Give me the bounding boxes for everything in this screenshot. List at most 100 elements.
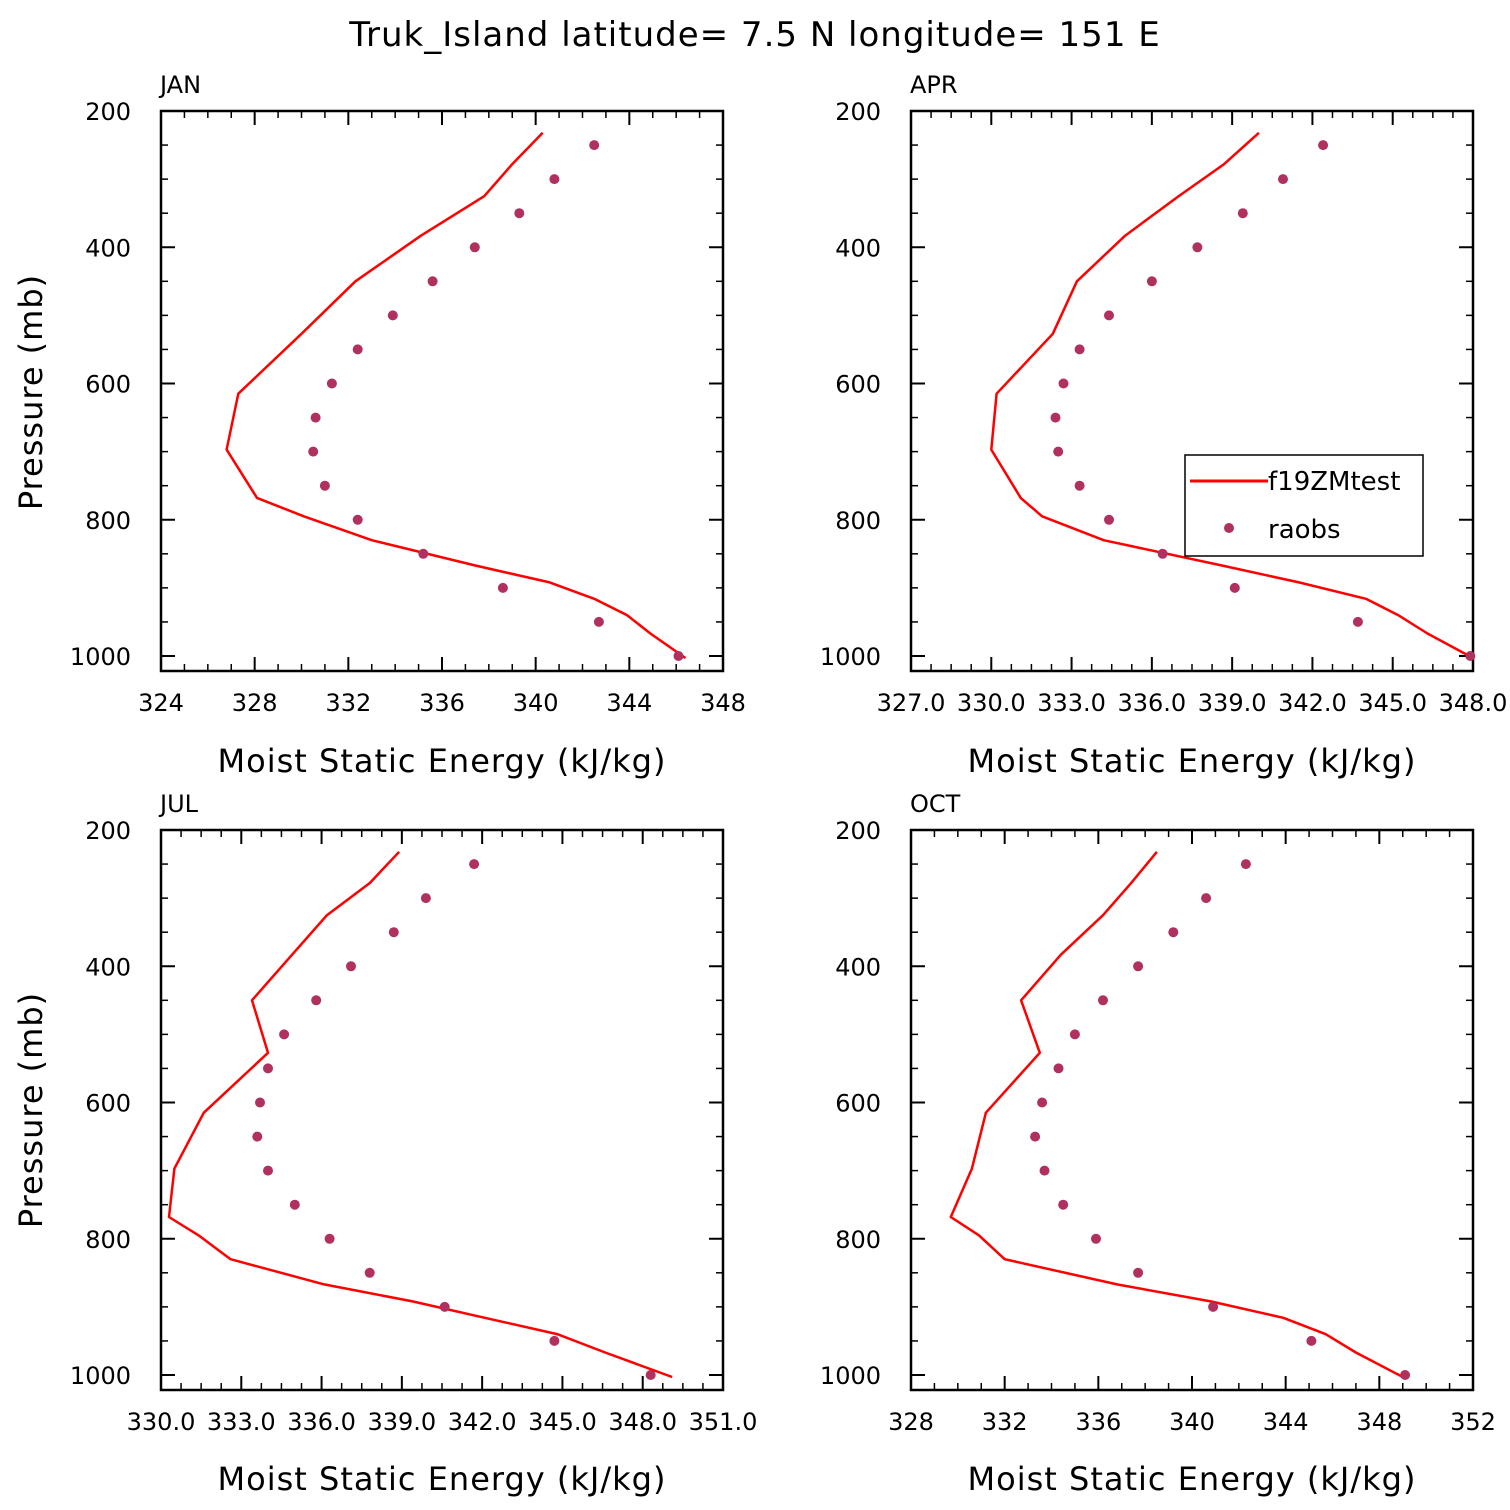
obs-point	[1091, 1233, 1101, 1244]
x-tick-label: 327.0	[877, 689, 946, 717]
x-tick-label: 330.0	[957, 689, 1026, 717]
obs-point	[352, 514, 363, 525]
x-tick-label: 340	[513, 689, 559, 717]
x-tick-label: 348.0	[608, 1408, 677, 1436]
x-tick-label: 328	[232, 689, 278, 717]
obs-point	[469, 242, 480, 253]
panel-jan: JAN Moist Static Energy (kJ/kg) Pressure…	[12, 71, 746, 780]
obs-point	[308, 446, 319, 457]
obs-point	[1352, 616, 1363, 627]
x-tick-label: 336.0	[287, 1408, 356, 1436]
x-tick-label: 333.0	[1037, 689, 1106, 717]
y-tick-label: 800	[835, 507, 881, 535]
y-tick-label: 1000	[820, 1362, 881, 1390]
obs-point	[346, 961, 356, 972]
x-tick-label: 339.0	[1198, 689, 1267, 717]
obs-point	[469, 859, 480, 870]
obs-point	[279, 1029, 290, 1040]
y-tick-label: 800	[85, 1226, 131, 1254]
x-tick-label: 333.0	[207, 1408, 276, 1436]
y-tick-label: 600	[85, 371, 131, 399]
obs-point	[1157, 548, 1168, 559]
x-tick-label: 332	[982, 1408, 1028, 1436]
legend-model-label: f19ZMtest	[1268, 467, 1400, 497]
x-tick-label: 336.0	[1117, 689, 1186, 717]
x-tick-label: 344	[1263, 1408, 1309, 1436]
obs-point	[1053, 446, 1064, 457]
x-tick-label: 328	[888, 1408, 934, 1436]
y-tick-label: 400	[85, 234, 131, 262]
x-tick-label: 332	[325, 689, 371, 717]
obs-point	[439, 1301, 450, 1312]
obs-point	[263, 1063, 273, 1074]
figure-title: Truk_Island latitude= 7.5 N longitude= 1…	[348, 15, 1161, 55]
obs-point	[1058, 1199, 1069, 1210]
x-tick-label: 352	[1450, 1408, 1496, 1436]
obs-point	[1104, 514, 1114, 525]
legend: f19ZMtest raobs	[1184, 454, 1424, 557]
obs-point	[1039, 1165, 1050, 1176]
panel-title: JUL	[158, 790, 199, 818]
obs-point	[1133, 1267, 1144, 1278]
panel-jul: JUL Moist Static Energy (kJ/kg) Pressure…	[12, 790, 757, 1498]
x-tick-label: 342.0	[1278, 689, 1347, 717]
obs-point	[1030, 1131, 1041, 1142]
y-tick-label: 800	[835, 1226, 881, 1254]
obs-point	[1465, 651, 1476, 661]
obs-point	[418, 548, 429, 559]
panel-title: APR	[910, 71, 958, 99]
x-tick-label: 351.0	[689, 1408, 758, 1436]
x-tick-label: 348	[700, 689, 746, 717]
panel-title: OCT	[910, 790, 961, 818]
obs-point	[326, 378, 337, 389]
legend-obs-label: raobs	[1268, 515, 1341, 545]
y-tick-label: 600	[85, 1090, 131, 1118]
obs-point	[352, 344, 363, 355]
x-axis-label: Moist Static Energy (kJ/kg)	[218, 1460, 667, 1498]
plot-area: 324 328 332 336 340 344 348 200 400 600 800 1000	[70, 98, 746, 717]
x-tick-label: 336	[419, 689, 465, 717]
obs-point	[645, 1370, 656, 1380]
obs-point	[1053, 1063, 1064, 1074]
obs-point	[427, 276, 438, 287]
panel-oct: OCT Moist Static Energy (kJ/kg) 328 332 33…	[820, 790, 1496, 1498]
y-axis-label: Pressure (mb)	[12, 274, 50, 510]
obs-point	[387, 310, 398, 321]
obs-point	[1069, 1029, 1080, 1040]
y-tick-label: 600	[835, 1090, 881, 1118]
panel-apr: APR Moist Static Energy (kJ/kg) 327.0 330…	[820, 71, 1507, 780]
x-tick-label: 345.0	[528, 1408, 597, 1436]
obs-point	[311, 995, 322, 1006]
y-tick-label: 1000	[820, 643, 881, 671]
y-tick-label: 200	[835, 98, 881, 126]
obs-point	[1146, 276, 1157, 287]
obs-point	[1104, 310, 1114, 321]
legend-box	[1184, 454, 1424, 557]
x-tick-label: 340	[1169, 1408, 1215, 1436]
obs-point	[319, 480, 330, 491]
y-tick-label: 400	[85, 953, 131, 981]
y-tick-label: 400	[835, 234, 881, 262]
x-tick-label: 348.0	[1439, 689, 1508, 717]
model-profile-line	[949, 851, 1404, 1379]
obs-point	[1229, 582, 1240, 593]
obs-point	[549, 1335, 560, 1346]
obs-point	[1074, 480, 1085, 491]
plot-area: 328 332 336 340 344 348 352 200 400 600 800 1000	[820, 817, 1496, 1436]
plot-frame	[159, 109, 725, 673]
y-tick-label: 1000	[70, 1362, 131, 1390]
obs-point	[388, 927, 399, 938]
y-tick-label: 1000	[70, 643, 131, 671]
x-axis-label: Moist Static Energy (kJ/kg)	[968, 742, 1417, 780]
y-tick-label: 200	[85, 98, 131, 126]
plot-frame	[909, 828, 1475, 1392]
x-tick-label: 324	[138, 689, 184, 717]
model-profile-line	[225, 131, 687, 660]
y-tick-label: 600	[835, 371, 881, 399]
obs-point	[1050, 412, 1061, 423]
obs-point	[514, 208, 525, 219]
obs-point	[1058, 378, 1069, 389]
obs-point	[1192, 242, 1203, 253]
legend-point-swatch	[1224, 523, 1234, 533]
